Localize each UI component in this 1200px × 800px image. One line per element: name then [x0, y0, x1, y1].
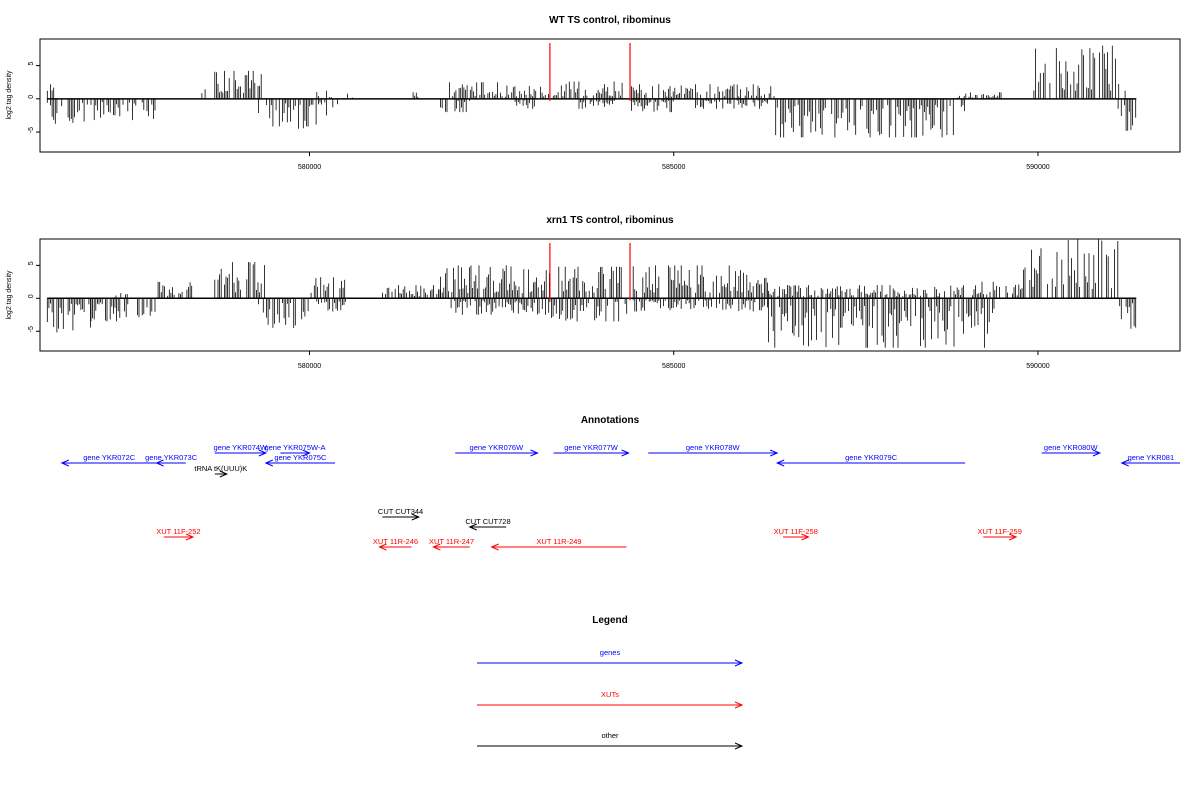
annotation-label: gene YKR080W: [1044, 443, 1099, 452]
annotation-arrow-head: [1008, 533, 1018, 541]
annotation-arrow-head: [378, 543, 387, 551]
x-tick-label: 580000: [298, 363, 321, 370]
panel-xrn1-ylabel: log2 tag density: [6, 270, 13, 320]
annotation-feature: CUT CUT728: [465, 517, 511, 531]
annotation-feature: gene YKR075C: [264, 453, 336, 467]
annotation-arrow-head: [621, 449, 630, 457]
annotation-label: tRNA tK(UUU)K: [194, 464, 247, 473]
annotation-label: XUT 11R-246: [373, 537, 418, 546]
annotation-arrow-head: [734, 659, 744, 667]
annotation-arrow-head: [1120, 459, 1129, 467]
annotation-feature: XUT 11F-258: [774, 527, 818, 541]
legend-entries: genes XUTs other: [477, 648, 744, 750]
annotation-arrow-head: [734, 742, 744, 750]
legend-label: other: [601, 731, 619, 740]
x-tick-label: 580000: [298, 164, 321, 171]
annotation-label: gene YKR076W: [470, 443, 525, 452]
annotation-arrow-head: [155, 459, 164, 467]
annotation-label: XUT 11F-252: [156, 527, 200, 536]
panel-wt-plot: -5 0 5 580000 585000 590000: [28, 43, 1137, 171]
annotation-label: XUT 11F-258: [774, 527, 818, 536]
panel-xrn1-title: xrn1 TS control, ribominus: [546, 215, 674, 226]
annotation-label: gene YKR073C: [145, 453, 198, 462]
annotation-label: gene YKR075C: [274, 453, 327, 462]
annotation-feature: XUT 11R-246: [373, 537, 418, 551]
legend-entry: XUTs: [477, 690, 744, 709]
annotation-label: CUT CUT728: [465, 517, 510, 526]
annotation-feature: XUT 11F-252: [156, 527, 201, 541]
annotation-feature: XUT 11F-259: [978, 527, 1022, 541]
annotation-feature: gene YKR075W-A: [264, 443, 325, 457]
annotation-label: CUT CUT344: [378, 507, 423, 516]
annotation-label: XUT 11R-247: [429, 537, 474, 546]
panel-xrn1-frame: [39, 238, 1181, 352]
annotation-arrow-head: [801, 533, 810, 541]
annotation-label: gene YKR078W: [686, 443, 741, 452]
y-tick-label: 5: [28, 261, 35, 265]
annotation-feature: gene YKR072C: [60, 453, 157, 467]
annotation-arrow-head: [185, 533, 195, 541]
annotation-arrow-head: [60, 459, 70, 467]
annotation-feature: gene YKR080W: [1041, 443, 1102, 457]
annotation-feature: XUT 11R-249: [490, 537, 627, 551]
y-tick-label: -5: [28, 127, 35, 133]
legend-entry: other: [477, 731, 744, 750]
annotation-feature: gene YKR076W: [455, 443, 539, 457]
annotation-arrow-head: [1092, 449, 1102, 457]
annotation-feature: CUT CUT344: [378, 507, 423, 521]
annotations-title: Annotations: [581, 415, 640, 426]
x-tick-label: 585000: [662, 363, 685, 370]
panel-xrn1-plot: -5 0 5 580000 585000 590000: [28, 239, 1137, 370]
x-tick-label: 585000: [662, 164, 685, 171]
annotation-arrow-head: [468, 523, 477, 531]
panel-wt-ylabel: log2 tag density: [6, 70, 13, 120]
annotation-label: gene YKR081: [1128, 453, 1175, 462]
legend-label: genes: [600, 648, 621, 657]
annotation-feature: tRNA tK(UUU)K: [194, 464, 247, 478]
annotation-feature: gene YKR077W: [553, 443, 630, 457]
panel-xrn1: xrn1 TS control, ribominus log2 tag dens…: [6, 215, 1181, 370]
annotation-label: gene YKR075W-A: [264, 443, 325, 452]
annotation-feature: gene YKR079C: [775, 453, 966, 467]
annotation-arrow-head: [432, 543, 441, 551]
annotation-feature: gene YKR073C: [145, 453, 198, 467]
annotation-arrow-head: [769, 449, 779, 457]
annotation-label: XUT 11F-259: [978, 527, 1022, 536]
legend-panel: Legend genes XUTs other: [477, 615, 744, 750]
legend-label: XUTs: [601, 690, 619, 699]
annotation-feature: gene YKR078W: [648, 443, 779, 457]
annotation-feature: gene YKR081: [1120, 453, 1180, 467]
annotations-panel: Annotations gene YKR072C gene YKR073C gene…: [60, 415, 1180, 551]
annotation-arrow-head: [219, 470, 229, 478]
panel-wt-frame: [39, 38, 1181, 153]
annotation-arrow-head: [490, 543, 499, 551]
y-tick-label: 0: [28, 95, 35, 99]
annotation-label: gene YKR079C: [845, 453, 898, 462]
annotation-label: gene YKR072C: [83, 453, 136, 462]
y-tick-label: -5: [28, 326, 35, 332]
y-tick-label: 0: [28, 294, 35, 298]
annotation-arrow-head: [302, 449, 311, 457]
annotation-label: gene YKR074W: [213, 443, 268, 452]
panel-wt: WT TS control, ribominus log2 tag densit…: [6, 15, 1181, 171]
annotation-arrow-head: [258, 449, 268, 457]
annotation-arrow-head: [530, 449, 539, 457]
annotation-arrow-head: [411, 513, 421, 521]
legend-title: Legend: [592, 615, 628, 626]
panel-wt-title: WT TS control, ribominus: [549, 15, 671, 26]
annotation-feature: gene YKR074W: [213, 443, 268, 457]
legend-entry: genes: [477, 648, 744, 667]
annotation-arrow-head: [734, 701, 744, 709]
annotation-label: gene YKR077W: [564, 443, 619, 452]
annotation-arrow-head: [264, 459, 274, 467]
x-tick-label: 590000: [1026, 363, 1049, 370]
annotation-label: XUT 11R-249: [536, 537, 581, 546]
y-tick-label: 5: [28, 62, 35, 66]
annotation-arrow-head: [775, 459, 785, 467]
x-tick-label: 590000: [1026, 164, 1049, 171]
annotation-feature: XUT 11R-247: [429, 537, 474, 551]
